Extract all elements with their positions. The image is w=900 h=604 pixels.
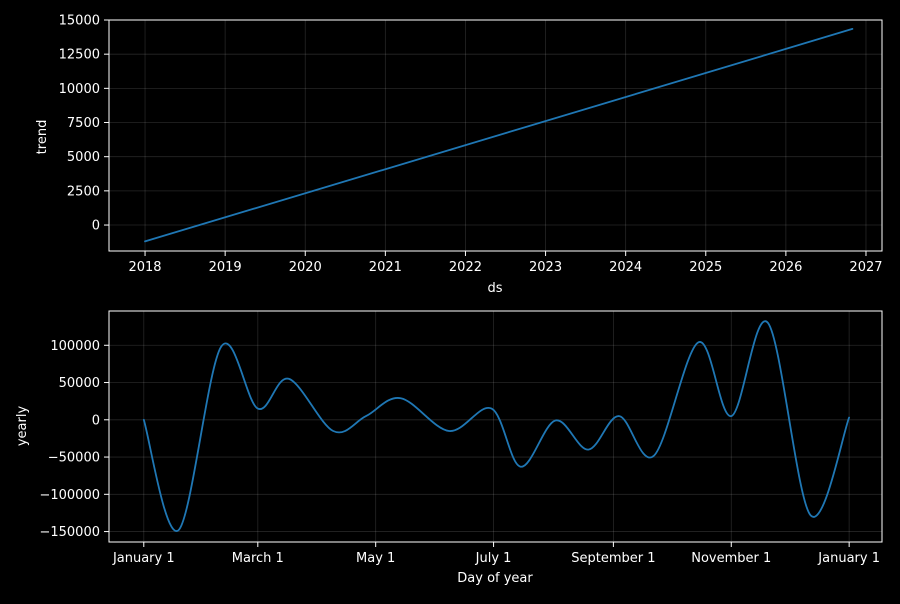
- x-tick-label: 2024: [609, 260, 642, 275]
- trend-x-axis: 2018 2019 2020 2021 2022 2023 2024 2025 2026 2027: [128, 251, 883, 275]
- y-tick-label: 15000: [59, 14, 100, 29]
- x-tick-label: May 1: [356, 551, 395, 566]
- y-tick-label: 0: [92, 219, 100, 234]
- trend-y-axis-label: trend: [35, 120, 50, 155]
- x-tick-label: 2026: [769, 260, 802, 275]
- x-tick-label: 2023: [529, 260, 562, 275]
- x-tick-label: 2021: [369, 260, 402, 275]
- yearly-y-axis: −150000 −100000 −50000 0 50000 100000: [39, 339, 109, 540]
- y-tick-label: 7500: [67, 116, 100, 131]
- x-tick-label: 2018: [128, 260, 161, 275]
- x-tick-label: March 1: [232, 551, 284, 566]
- trend-series-line: [144, 28, 854, 243]
- yearly-y-axis-label: yearly: [15, 406, 30, 447]
- y-tick-label: −150000: [39, 525, 100, 540]
- x-tick-label: January 1: [817, 551, 880, 566]
- yearly-series: [142, 320, 850, 532]
- yearly-x-axis: January 1 March 1 May 1 July 1 September 1 No…: [112, 542, 880, 566]
- trend-series: [144, 28, 854, 243]
- x-tick-label: January 1: [112, 551, 175, 566]
- trend-x-axis-label: ds: [487, 281, 502, 296]
- y-tick-label: 0: [92, 413, 100, 428]
- y-tick-label: −50000: [48, 451, 100, 466]
- x-tick-label: July 1: [475, 551, 512, 566]
- y-tick-label: 10000: [59, 82, 100, 97]
- x-tick-label: 2022: [449, 260, 482, 275]
- x-tick-label: November 1: [691, 551, 771, 566]
- y-tick-label: −100000: [39, 488, 100, 503]
- x-tick-label: September 1: [571, 551, 655, 566]
- trend-y-axis: 0 2500 5000 7500 10000 12500 15000: [59, 14, 109, 234]
- y-tick-label: 2500: [67, 184, 100, 199]
- yearly-panel: January 1 March 1 May 1 July 1 September 1 No…: [15, 310, 883, 586]
- x-tick-label: 2025: [689, 260, 722, 275]
- x-tick-label: 2020: [289, 260, 322, 275]
- trend-grid: [109, 19, 882, 251]
- x-tick-label: 2027: [849, 260, 882, 275]
- yearly-series-line: [142, 320, 850, 532]
- y-tick-label: 5000: [67, 150, 100, 165]
- yearly-x-axis-label: Day of year: [457, 571, 533, 586]
- y-tick-label: 100000: [50, 339, 100, 354]
- trend-panel: 2018 2019 2020 2021 2022 2023 2024 2025 2026 2027…: [35, 14, 883, 297]
- x-tick-label: 2019: [209, 260, 242, 275]
- y-tick-label: 50000: [59, 376, 100, 391]
- y-tick-label: 12500: [59, 48, 100, 63]
